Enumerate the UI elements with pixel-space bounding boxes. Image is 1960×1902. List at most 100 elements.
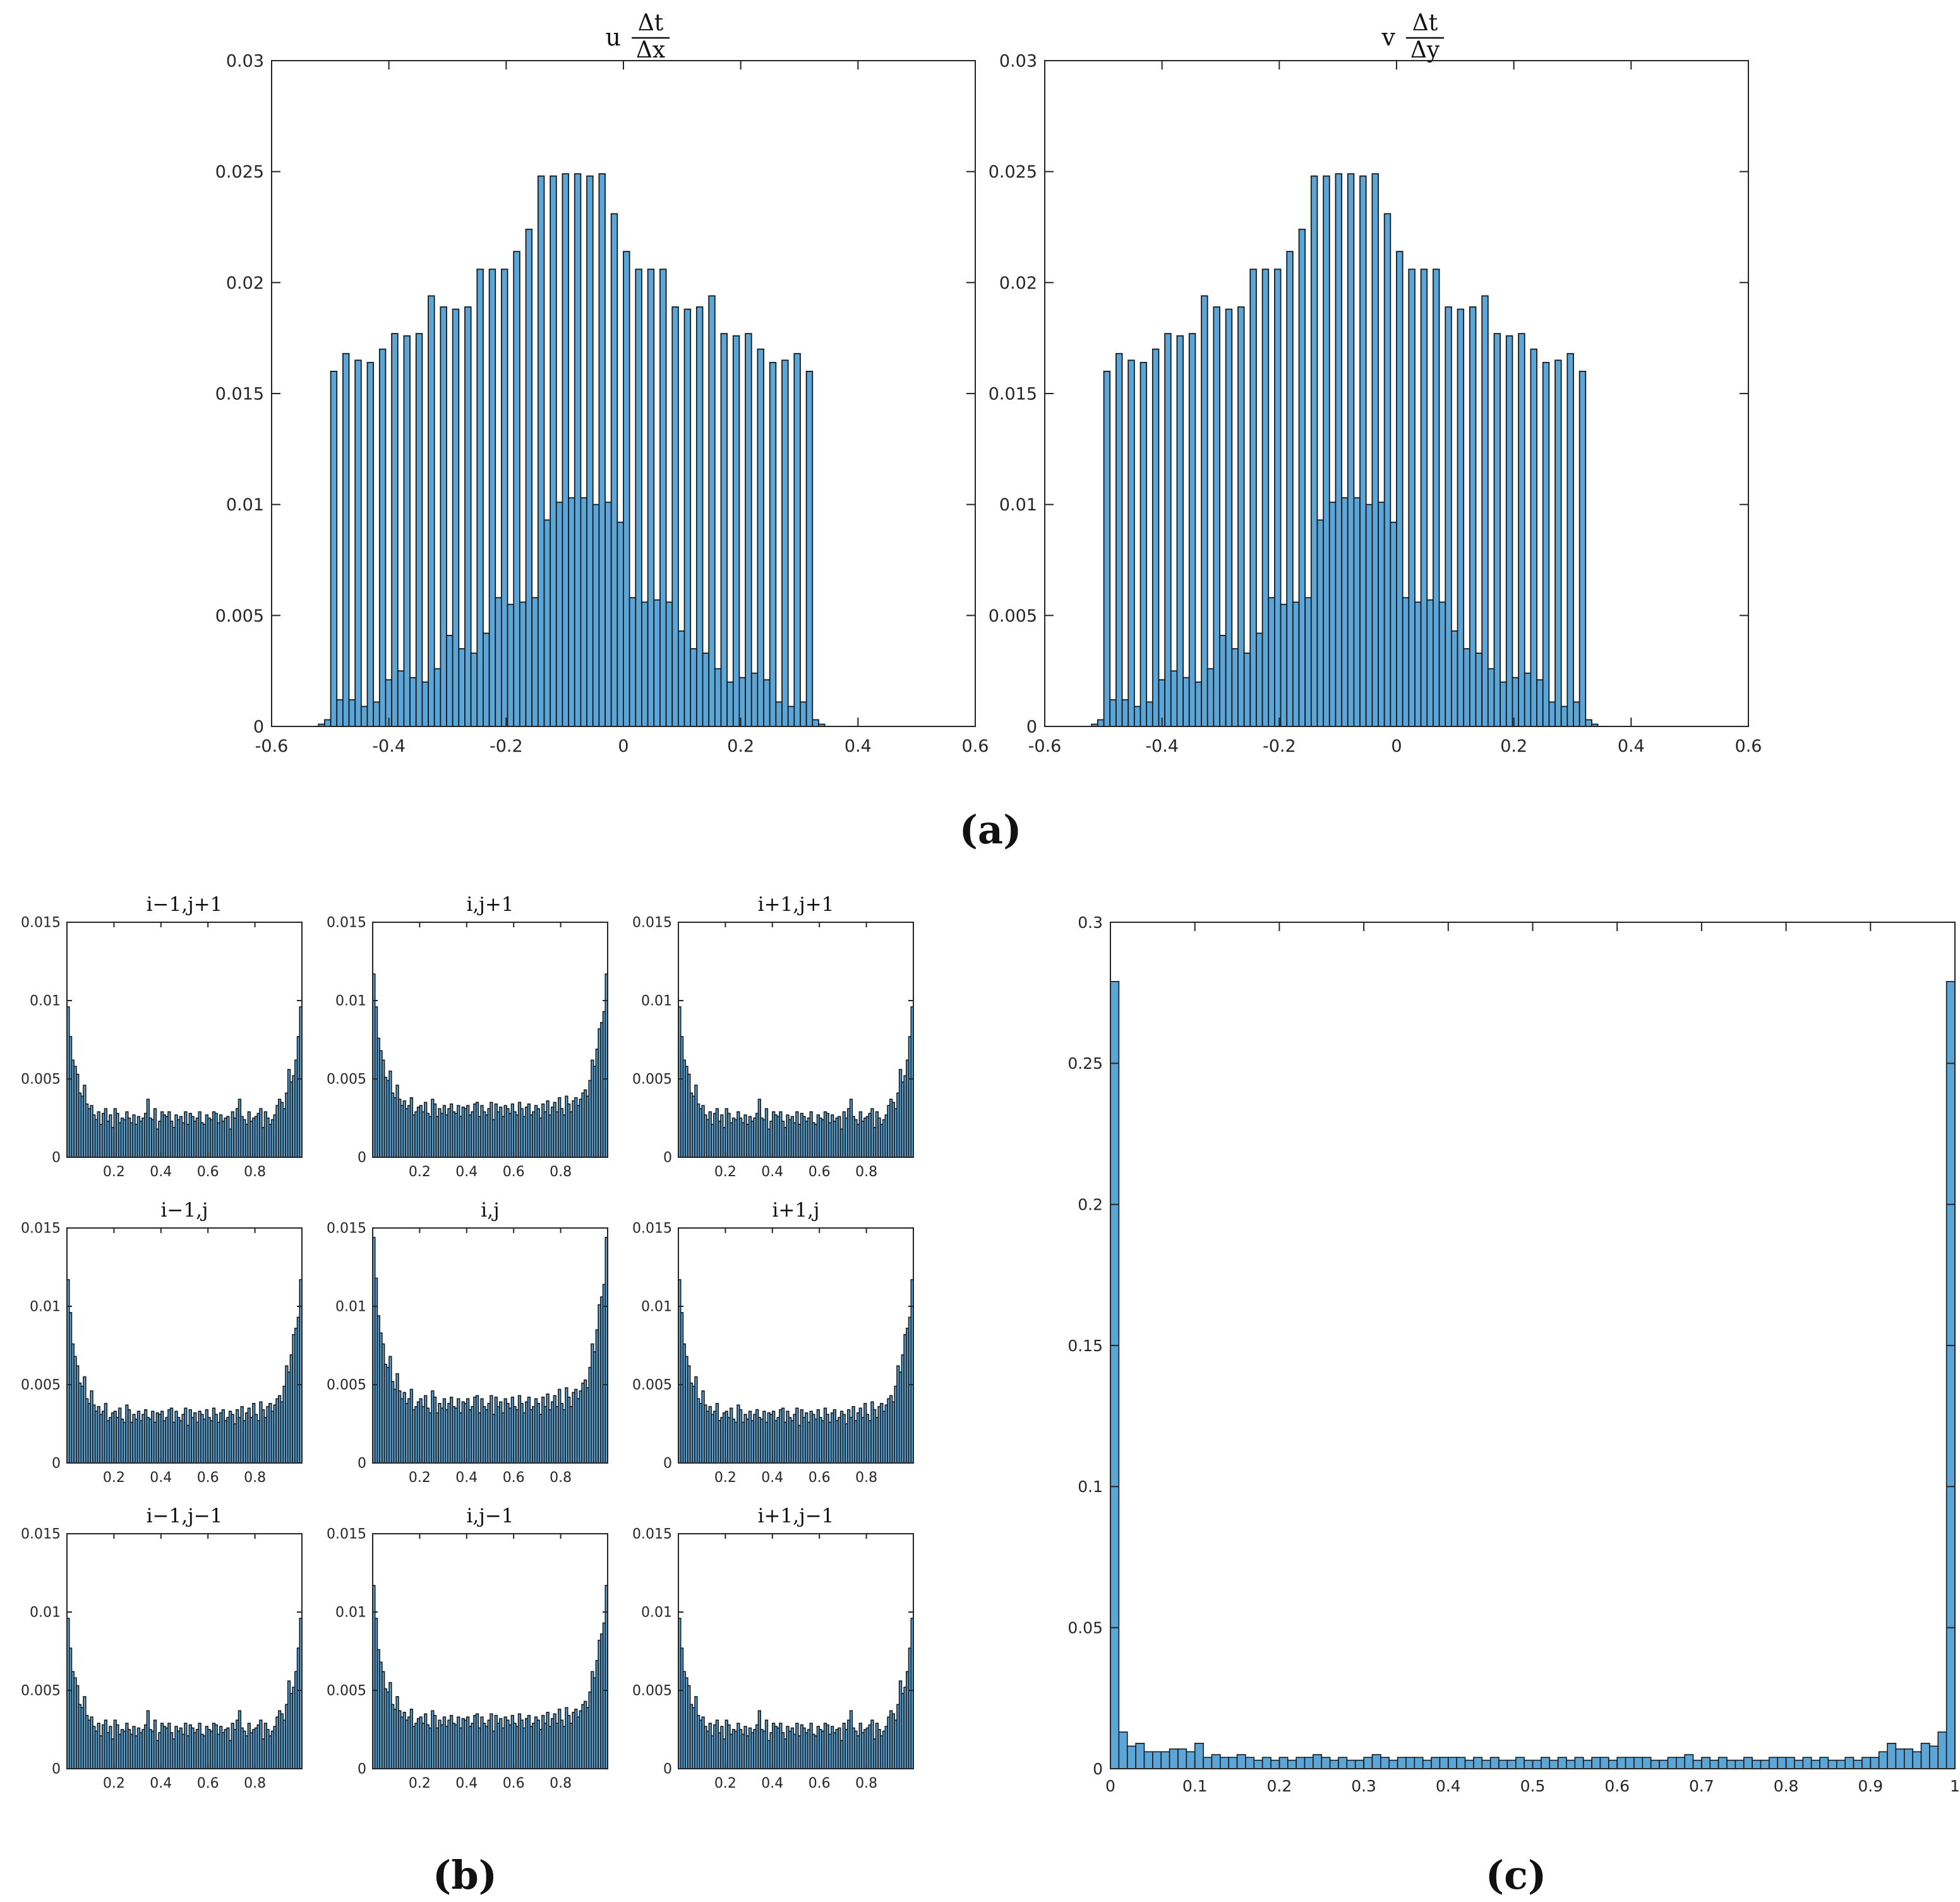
- chart-a2-bar: [1402, 597, 1410, 727]
- chart-b-3-xtick-label: 0.4: [761, 1164, 783, 1180]
- chart-c-bar: [1371, 1754, 1381, 1769]
- chart-a2-bar: [1500, 681, 1507, 727]
- chart-b-4-xtick-label: 0.8: [244, 1470, 266, 1486]
- chart-c-bar: [1599, 1757, 1609, 1769]
- chart-v-histogram: v Δt Δy -0.6 -0.4 -0.2 0 0.2 0.4 0.6 0 0.005 0.01…: [989, 10, 1762, 756]
- chart-b-subplot-title: i,j+1: [466, 893, 514, 916]
- chart-a1-ytick-label: 0.01: [226, 495, 264, 515]
- chart-a2-bar: [1304, 597, 1312, 727]
- chart-c-bar: [1870, 1757, 1880, 1769]
- chart-a2-bar: [1139, 361, 1148, 727]
- chart-b-2-ytick-label: 0.015: [327, 915, 366, 931]
- chart-c-bar: [1692, 1759, 1702, 1769]
- chart-a2-title-den: Δy: [1410, 37, 1440, 63]
- chart-c-bar: [1388, 1759, 1398, 1769]
- chart-a1-bar: [537, 175, 545, 727]
- chart-b-2-xtick-label: 0.2: [409, 1164, 431, 1180]
- chart-c-bar: [1769, 1757, 1779, 1769]
- chart-c-bar: [1878, 1751, 1888, 1769]
- chart-c-bar: [1422, 1759, 1432, 1769]
- chart-b-1-ytick-label: 0.01: [30, 994, 61, 1009]
- chart-c-bar: [1717, 1757, 1728, 1769]
- chart-a1-bar: [635, 268, 642, 727]
- chart-a2-title-var: v: [1381, 23, 1396, 51]
- chart-b-7-ytick-label: 0.005: [21, 1683, 61, 1699]
- chart-a2-bar: [1481, 295, 1489, 727]
- chart-c-ytick-label: 0.15: [1067, 1337, 1103, 1355]
- chart-c-bar: [1785, 1757, 1795, 1769]
- chart-c-xtick-label: 0.3: [1351, 1777, 1376, 1795]
- chart-a1-bar: [750, 672, 759, 727]
- chart-c-bar: [1473, 1757, 1483, 1769]
- chart-a1-bar: [543, 519, 551, 727]
- chart-a2-bar: [1146, 701, 1153, 727]
- chart-c-bar: [1135, 1743, 1145, 1769]
- chart-u-histogram: u Δt Δx -0.6 -0.4 -0.2 0 0.2 0.4 0.6 0 0.005 0.01…: [215, 10, 989, 756]
- chart-a2-bar: [1426, 599, 1434, 727]
- chart-c-bar: [1895, 1748, 1905, 1769]
- chart-a1-bar: [781, 359, 789, 727]
- chart-a2-bar: [1433, 268, 1440, 727]
- chart-a1-bar: [488, 268, 496, 727]
- chart-a1-bar: [446, 635, 454, 727]
- chart-b-4-axes: 0.2 0.4 0.6 0.8 0 0.005 0.01 0.015: [21, 1221, 303, 1486]
- chart-a2-title-num: Δt: [1412, 10, 1438, 36]
- chart-a2-bar: [1188, 333, 1196, 727]
- chart-c-bar: [1397, 1757, 1407, 1769]
- chart-c-bar: [1532, 1759, 1542, 1769]
- chart-b-7-ytick-label: 0.015: [21, 1527, 61, 1543]
- chart-c-bar: [1338, 1757, 1348, 1769]
- chart-a1-bar: [677, 630, 685, 727]
- chart-b-4-frame: [66, 1227, 303, 1464]
- chart-a2-bar: [1316, 519, 1325, 727]
- chart-a2-bar: [1268, 597, 1275, 727]
- chart-b-5-ytick-label: 0: [358, 1456, 366, 1472]
- chart-c-bar: [1903, 1748, 1913, 1769]
- chart-a1-bar: [708, 295, 716, 727]
- chart-c-bar: [1524, 1759, 1534, 1769]
- chart-c-bar: [1625, 1757, 1635, 1769]
- chart-a1-bar: [562, 173, 570, 727]
- panel-c: 0 0.1 0.2 0.3 0.4 0.5 0.6 0.7 0.8 0.9 1 0 0.05 0.1 0.1…: [1067, 913, 1960, 1898]
- chart-a2-bar: [1475, 653, 1483, 727]
- chart-c-bar: [1735, 1759, 1745, 1769]
- chart-c-bar: [1304, 1757, 1314, 1769]
- chart-b-6-ytick-label: 0.01: [641, 1299, 672, 1315]
- chart-b-4-ytick-label: 0.01: [30, 1299, 61, 1315]
- chart-b-4-xtick-label: 0.6: [197, 1470, 219, 1486]
- chart-c-bar: [1591, 1757, 1601, 1769]
- panel-label-c: (c): [1486, 1852, 1546, 1898]
- chart-c-bar: [1228, 1757, 1238, 1769]
- chart-c-ytick-label: 0.1: [1078, 1478, 1103, 1496]
- chart-a1-bar: [476, 268, 484, 727]
- chart-a2-xtick-label: 0: [1391, 737, 1402, 756]
- chart-c-bar: [1684, 1754, 1694, 1769]
- chart-a2-ytick-label: 0.01: [999, 495, 1037, 515]
- chart-a1-bar: [769, 361, 777, 727]
- chart-a1-bar: [373, 701, 380, 727]
- panel-label-a: (a): [959, 807, 1022, 853]
- chart-b-subplot: i,j+1 0.2 0.4 0.6 0.8 0 0.005 0.01 0.015: [327, 893, 608, 1180]
- chart-a2-bar: [1164, 333, 1172, 727]
- chart-c-xtick-label: 0.8: [1774, 1777, 1799, 1795]
- chart-a2-bar: [1390, 521, 1397, 727]
- chart-c-bar: [1456, 1757, 1466, 1769]
- chart-c-bar: [1464, 1759, 1474, 1769]
- chart-a2-bar: [1176, 335, 1184, 727]
- chart-a1-bar: [415, 333, 423, 727]
- chart-c-bar: [1414, 1757, 1424, 1769]
- chart-b-4-xtick-label: 0.2: [103, 1470, 125, 1486]
- chart-c-ytick-label: 0: [1093, 1760, 1103, 1778]
- chart-b-5-axes: 0.2 0.4 0.6 0.8 0 0.005 0.01 0.015: [327, 1221, 608, 1486]
- chart-c-bar: [1937, 1731, 1947, 1769]
- chart-a2-xtick-label: -0.6: [1028, 737, 1062, 756]
- chart-a2-bar: [1182, 677, 1190, 727]
- chart-b-2-ytick-label: 0: [358, 1150, 366, 1166]
- chart-c-bar: [1313, 1754, 1323, 1769]
- chart-a2-bar: [1243, 653, 1251, 727]
- chart-c-bar: [1844, 1757, 1855, 1769]
- chart-a2-bar: [1463, 648, 1470, 727]
- chart-a2-bar: [1274, 268, 1282, 727]
- chart-a2-bar: [1310, 175, 1318, 727]
